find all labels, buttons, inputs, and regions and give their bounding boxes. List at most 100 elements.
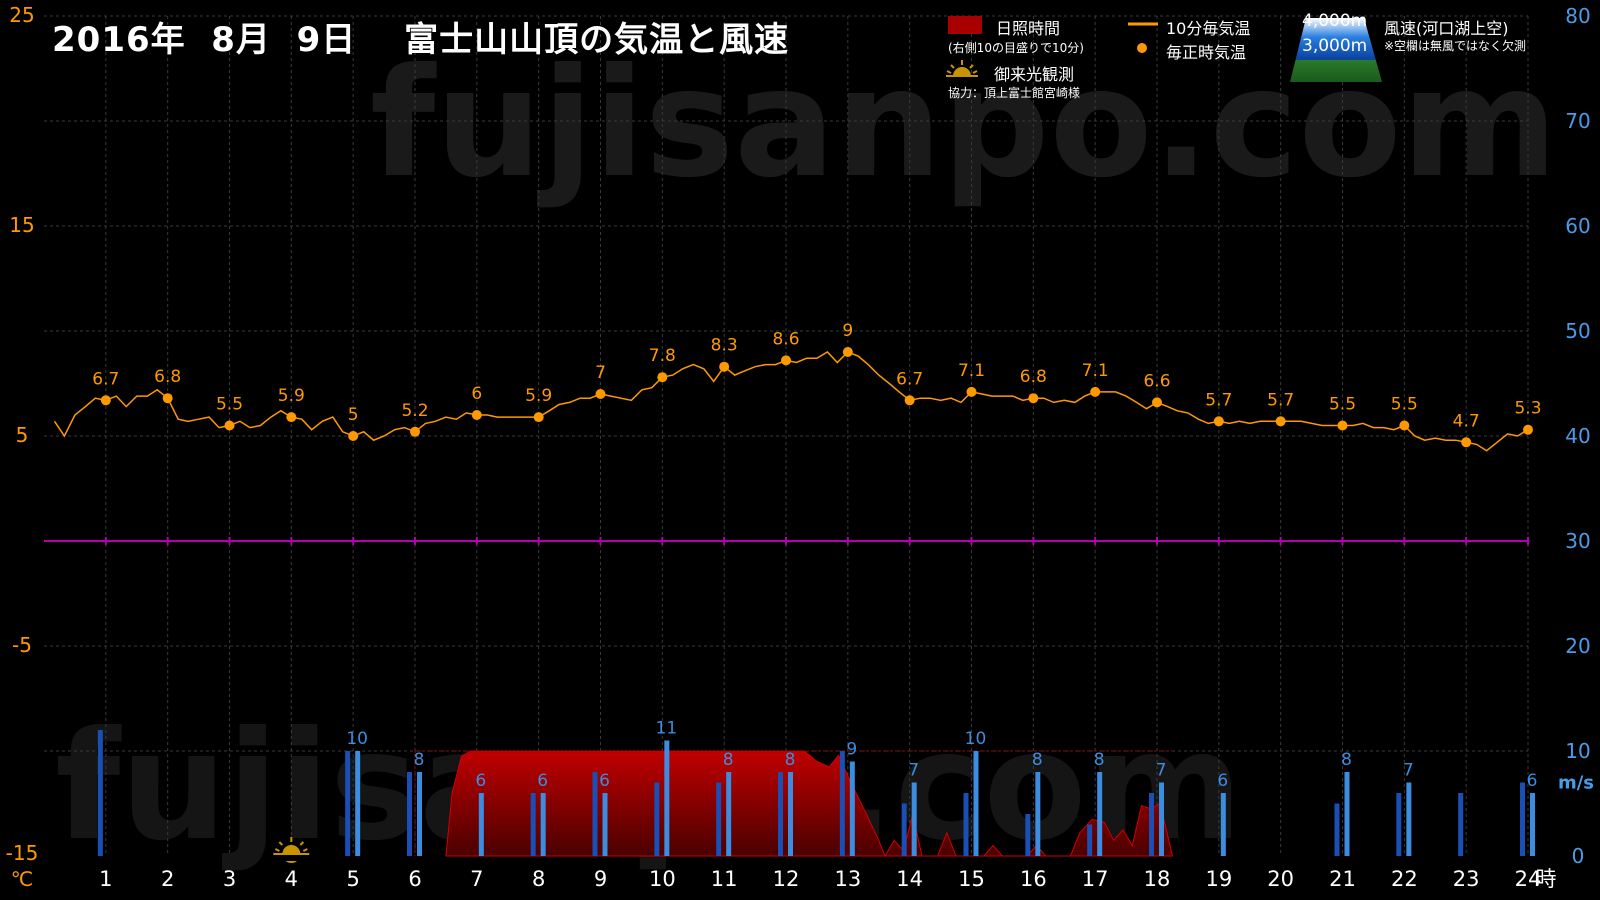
- x-tick-label: 21: [1329, 867, 1356, 891]
- wind-bar-3000: [1406, 782, 1412, 856]
- wind-label-3000: 6: [537, 771, 548, 791]
- wind-bar-4000: [1025, 814, 1031, 856]
- y-right-tick-label: 20: [1565, 634, 1590, 658]
- y-right-tick-label: 30: [1565, 529, 1590, 553]
- wind-bar-4000: [963, 793, 969, 856]
- legend-sunshine-note: (右側10の目盛りで10分): [948, 41, 1084, 55]
- wind-label-3000: 6: [1527, 771, 1538, 791]
- y-right-tick-label: 80: [1565, 4, 1590, 28]
- x-tick-label: 19: [1205, 867, 1232, 891]
- wind-label-3000: 7: [908, 761, 919, 781]
- wind-label-3000: 10: [965, 729, 987, 749]
- wind-bar-3000: [1097, 772, 1103, 856]
- wind-label-3000: 8: [1094, 750, 1105, 770]
- sunrise-marker: [271, 837, 312, 863]
- wind-label-3000: 6: [1217, 771, 1228, 791]
- wind-bar-3000: [664, 740, 670, 856]
- legend-sunshine-label: 日照時間: [996, 19, 1061, 38]
- temperature-hourly-label: 5.7: [1205, 390, 1232, 410]
- wind-bar-4000: [407, 772, 412, 856]
- x-tick-label: 17: [1082, 867, 1109, 891]
- temperature-hourly-label: 6.8: [154, 367, 181, 387]
- wind-bar-4000: [901, 803, 907, 856]
- temperature-hourly-point: [1152, 397, 1162, 408]
- x-tick-label: 8: [532, 867, 545, 891]
- legend-wind-note: ※空欄は無風ではなく欠測: [1384, 39, 1527, 53]
- temperature-series: 6.7 6.8 5.5 5.9 5 5.2 6 5.9 7 7.8 8.3 8.6 9 6.7 7.1 6.8…: [53, 321, 1542, 452]
- temperature-hourly-label: 5.5: [1329, 395, 1356, 415]
- chart-title: 2016年 8月 9日 富士山山頂の気温と風速: [52, 20, 790, 60]
- temperature-hourly-label: 7.8: [649, 346, 676, 366]
- x-tick-label: 15: [958, 867, 985, 891]
- wind-bars: 10 8 6 6 6 11 8 8 9 7 10 8 8 7 6 8 7 6: [97, 719, 1538, 856]
- sunrise-sun-icon: [271, 837, 312, 863]
- temperature-hourly-point: [1399, 420, 1410, 431]
- legend-sunrise-label: 御来光観測: [994, 65, 1075, 84]
- temperature-hourly-label: 6.6: [1143, 371, 1170, 391]
- temperature-hourly-label: 5.3: [1514, 399, 1541, 419]
- x-tick-label: 22: [1391, 867, 1418, 891]
- temperature-hourly-label: 8.3: [711, 336, 738, 356]
- wind-bar-4000: [1520, 782, 1525, 856]
- temperature-hourly-point: [842, 347, 853, 357]
- wind-bar-3000: [417, 772, 422, 856]
- wind-bar-3000: [1344, 772, 1350, 856]
- x-tick-label: 23: [1453, 867, 1480, 891]
- x-tick-label: 20: [1267, 867, 1294, 891]
- x-tick-label: 10: [649, 867, 676, 891]
- y-right-tick-label: 10: [1565, 739, 1590, 763]
- x-tick-label: 9: [594, 867, 607, 891]
- wind-bar-4000: [716, 782, 722, 856]
- temperature-hourly-point: [781, 355, 791, 366]
- wind-label-3000: 7: [1156, 761, 1167, 781]
- x-tick-label: 7: [470, 867, 483, 891]
- temperature-hourly-point: [100, 395, 111, 406]
- y-right-tick-label: 40: [1565, 424, 1590, 448]
- temperature-hourly-label: 7.1: [1082, 361, 1109, 381]
- temperature-hourly-label: 5.2: [401, 401, 428, 421]
- wind-bar-4000: [530, 793, 536, 856]
- y-right-unit: m/s: [1558, 773, 1594, 794]
- temperature-hourly-point: [410, 426, 420, 437]
- grid: [44, 15, 1529, 856]
- x-unit: 時: [1536, 867, 1557, 891]
- legend-alt-3000: 3,000m: [1302, 36, 1368, 56]
- temperature-hourly-label: 6.7: [896, 369, 923, 389]
- watermark-top: fujisanpo.com: [370, 37, 1558, 211]
- temperature-hourly-point: [1461, 437, 1472, 448]
- legend-hourly-label: 毎正時気温: [1166, 43, 1247, 62]
- y-left-tick-label: 25: [9, 3, 34, 27]
- x-tick-label: 24: [1515, 867, 1542, 891]
- wind-bar-4000: [1334, 803, 1340, 856]
- temperature-hourly-point: [1523, 424, 1533, 435]
- legend-alt-4000: 4,000m: [1302, 11, 1368, 31]
- wind-bar-3000: [1220, 793, 1226, 856]
- y-right-tick-label: 0: [1572, 844, 1585, 868]
- x-tick-label: 16: [1020, 867, 1047, 891]
- wind-bar-3000: [478, 793, 484, 856]
- temperature-hourly-label: 5.9: [525, 386, 552, 406]
- wind-bar-3000: [849, 761, 855, 856]
- wind-label-3000: 8: [1341, 750, 1352, 770]
- wind-label-3000: 8: [785, 750, 796, 770]
- sunshine-area: [414, 750, 1174, 858]
- wind-bar-3000: [788, 772, 793, 856]
- temperature-hourly-label: 8.6: [772, 329, 799, 349]
- temperature-hourly-point: [162, 393, 173, 404]
- legend-hourly-dot: [1137, 43, 1147, 53]
- wind-bar-3000: [973, 751, 979, 856]
- legend-sun-icon: [944, 60, 980, 87]
- temperature-hourly-label: 5.7: [1267, 390, 1294, 410]
- wind-bar-3000: [1530, 793, 1535, 856]
- temperature-hourly-point: [1337, 420, 1348, 431]
- wind-bar-3000: [911, 782, 917, 856]
- temperature-hourly-point: [719, 361, 730, 372]
- temperature-hourly-point: [657, 372, 668, 383]
- wind-label-3000: 7: [1403, 761, 1414, 781]
- legend-sunshine-swatch: [948, 16, 982, 34]
- wind-bar-4000: [345, 751, 351, 856]
- x-tick-label: 11: [711, 867, 738, 891]
- temperature-hourly-point: [1028, 393, 1039, 404]
